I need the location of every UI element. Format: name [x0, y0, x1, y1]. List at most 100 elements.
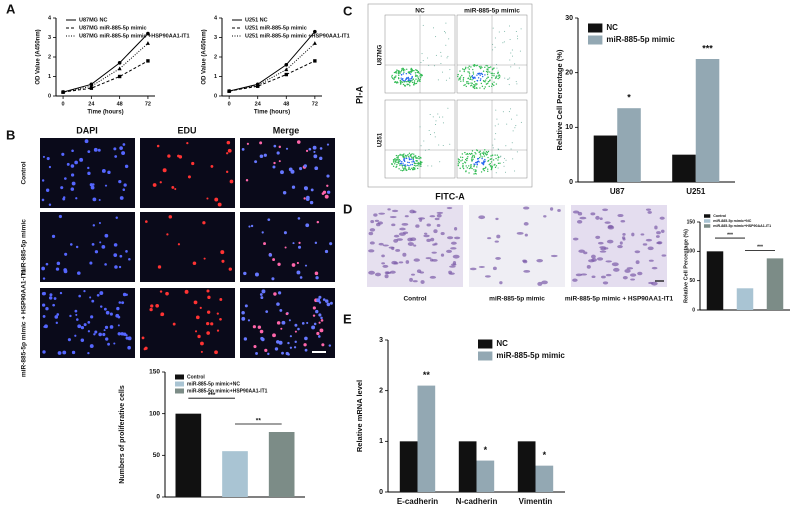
microscopy-grid [40, 138, 335, 358]
cell-dot [61, 152, 65, 156]
line-series [229, 60, 316, 92]
cell-dot [311, 325, 316, 330]
y-tick-label: 0 [692, 307, 695, 313]
event [481, 152, 483, 154]
y-tick-label: 0 [156, 494, 160, 501]
cell-dot [104, 233, 109, 238]
event [409, 164, 412, 166]
event [483, 160, 485, 162]
cell-dot [285, 147, 289, 150]
cell [469, 267, 477, 271]
event [459, 76, 462, 78]
cell-dot [77, 324, 82, 329]
y-tick-label: 1 [214, 74, 217, 80]
cell-dot [54, 315, 59, 319]
transwell-image [469, 205, 565, 287]
cell-dot [278, 291, 282, 295]
bar [706, 251, 724, 310]
cell-dot [166, 233, 169, 236]
event [415, 69, 418, 72]
bar [268, 432, 295, 497]
cell [622, 232, 626, 236]
event [395, 75, 397, 77]
event [481, 66, 483, 69]
cell-dot [287, 341, 290, 345]
event [411, 76, 413, 79]
cell-dot [194, 330, 198, 333]
event [404, 154, 407, 157]
y-tick-label: 0 [48, 93, 51, 99]
cell-dot [159, 181, 162, 184]
legend-label: U251 NC [245, 17, 268, 23]
cell-dot [291, 263, 296, 267]
event [411, 79, 413, 82]
event [411, 167, 413, 170]
cell [446, 249, 452, 253]
cell-dot [259, 154, 264, 159]
event [464, 158, 467, 161]
legend-swatch [478, 339, 493, 349]
event [395, 166, 397, 168]
event [415, 155, 417, 157]
event [459, 156, 462, 158]
event [475, 161, 477, 164]
cell-dot [319, 147, 323, 150]
cell-dot [41, 198, 45, 202]
event [434, 136, 436, 138]
event [408, 158, 411, 161]
cell-dot [87, 171, 91, 176]
y-tick-label: 100 [149, 410, 160, 417]
y-tick-label: 50 [153, 452, 161, 459]
event [409, 72, 411, 74]
event [399, 153, 401, 156]
event [462, 167, 465, 170]
y-axis-label: Relative Cell Percentage (%) [555, 49, 564, 150]
event [474, 163, 476, 166]
legend-label: Control [187, 374, 205, 380]
cell [605, 273, 612, 277]
event [408, 81, 411, 84]
cell-dot [123, 183, 127, 187]
event [449, 77, 451, 79]
event [473, 86, 475, 88]
cell [601, 275, 606, 279]
cell-dot [289, 335, 292, 338]
column-header: Merge [273, 125, 300, 135]
cell-dot [326, 143, 330, 146]
cell-dot [241, 148, 245, 151]
cell [378, 212, 386, 215]
cell-dot [252, 325, 256, 329]
event [496, 154, 499, 156]
event [396, 159, 399, 161]
cell [450, 247, 457, 250]
bar [617, 108, 641, 182]
event [479, 150, 481, 152]
cell-dot [160, 312, 165, 317]
point [284, 67, 289, 72]
cell [436, 213, 442, 218]
cell-dot [291, 185, 296, 189]
event [416, 80, 419, 83]
cell-dot [294, 330, 297, 333]
image-label: miR-885-5p mimic + HSP90AA1-IT1 [565, 296, 674, 303]
cell-dot [63, 177, 67, 180]
cell-dot [162, 168, 167, 173]
y-tick-label: 4 [214, 15, 218, 21]
event [481, 73, 484, 76]
event [418, 79, 420, 81]
event [471, 79, 473, 81]
cell [541, 280, 548, 285]
event [441, 71, 443, 73]
cell [391, 209, 399, 213]
event [415, 162, 417, 165]
cell-dot [125, 293, 128, 297]
event [471, 76, 474, 78]
event [492, 68, 494, 70]
event [440, 55, 442, 57]
event [437, 79, 439, 81]
legend-label: miR-885-5p mimic [606, 35, 675, 44]
event [471, 155, 474, 157]
event [464, 161, 466, 163]
legend-label: miR-885-5p mimic+NC [187, 381, 240, 387]
event [504, 77, 506, 79]
